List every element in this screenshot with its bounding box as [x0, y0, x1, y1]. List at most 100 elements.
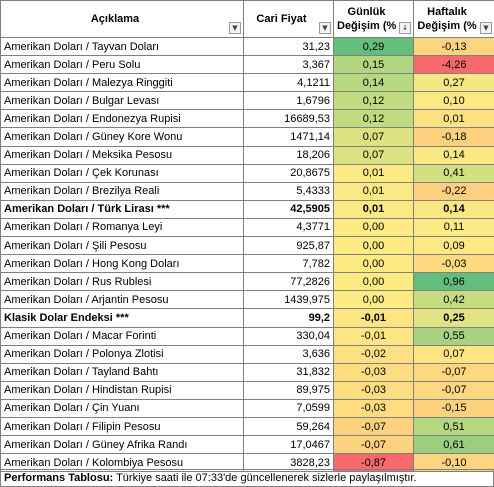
daily-change-cell[interactable]: -0,07 [333, 435, 414, 455]
currency-pair-cell[interactable]: Amerikan Doları / Bulgar Levası [0, 91, 244, 111]
weekly-change-cell[interactable]: 0,42 [413, 290, 494, 310]
daily-change-cell[interactable]: -0,07 [333, 416, 414, 437]
weekly-change-cell[interactable]: 0,07 [413, 344, 494, 364]
price-cell[interactable]: 99,2 [243, 308, 334, 328]
currency-pair-cell[interactable]: Amerikan Doları / Filipin Pesosu [0, 416, 244, 437]
price-cell[interactable]: 1439,975 [243, 290, 334, 310]
weekly-change-cell[interactable]: -0,18 [413, 127, 494, 147]
price-cell[interactable]: 1,6796 [243, 91, 334, 111]
weekly-change-cell[interactable]: 0,51 [413, 416, 494, 437]
currency-pair-cell[interactable]: Amerikan Doları / Malezya Ringgiti [0, 73, 244, 93]
weekly-change-cell[interactable]: 0,09 [413, 236, 494, 256]
currency-pair-cell[interactable]: Amerikan Doları / Macar Forinti [0, 326, 244, 346]
price-cell[interactable]: 17,0467 [243, 435, 334, 455]
currency-pair-cell[interactable]: Amerikan Doları / Hong Kong Doları [0, 254, 244, 274]
daily-change-cell[interactable]: 0,00 [333, 272, 414, 292]
weekly-change-cell[interactable]: 0,25 [413, 308, 494, 328]
currency-pair-cell[interactable]: Amerikan Doları / Rus Rublesi [0, 272, 244, 292]
daily-change-cell[interactable]: 0,12 [333, 91, 414, 111]
currency-pair-cell[interactable]: Klasik Dolar Endeksi *** [0, 308, 244, 328]
daily-change-cell[interactable]: 0,07 [333, 145, 414, 165]
price-cell[interactable]: 5,4333 [243, 181, 334, 201]
daily-change-cell[interactable]: 0,00 [333, 236, 414, 256]
currency-pair-cell[interactable]: Amerikan Doları / Romanya Leyi [0, 217, 244, 238]
daily-change-cell[interactable]: -0,03 [333, 362, 414, 382]
price-cell[interactable]: 18,206 [243, 145, 334, 165]
currency-pair-cell[interactable]: Amerikan Doları / Arjantin Pesosu [0, 290, 244, 310]
weekly-change-cell[interactable]: -0,03 [413, 254, 494, 274]
weekly-change-cell[interactable]: -4,26 [413, 55, 494, 75]
price-cell[interactable]: 42,5905 [243, 199, 334, 219]
price-cell[interactable]: 1471,14 [243, 127, 334, 147]
currency-pair-cell[interactable]: Amerikan Doları / Polonya Zlotisi [0, 344, 244, 364]
weekly-change-cell[interactable]: 0,61 [413, 435, 494, 455]
weekly-change-cell[interactable]: -0,13 [413, 36, 494, 57]
currency-pair-cell[interactable]: Amerikan Doları / Tayvan Doları [0, 36, 244, 57]
daily-change-cell[interactable]: 0,00 [333, 254, 414, 274]
dropdown-arrow-icon[interactable]: ▼ [319, 22, 331, 34]
daily-change-cell[interactable]: 0,12 [333, 109, 414, 129]
currency-pair-cell[interactable]: Amerikan Doları / Endonezya Rupisi [0, 109, 244, 129]
daily-change-cell[interactable]: 0,01 [333, 199, 414, 219]
price-cell[interactable]: 4,1211 [243, 73, 334, 93]
daily-change-cell[interactable]: -0,03 [333, 380, 414, 400]
price-cell[interactable]: 7,0599 [243, 398, 334, 418]
price-cell[interactable]: 89,975 [243, 380, 334, 400]
daily-change-cell[interactable]: 0,29 [333, 36, 414, 57]
price-cell[interactable]: 59,264 [243, 416, 334, 437]
weekly-change-cell[interactable]: 0,27 [413, 73, 494, 93]
weekly-change-cell[interactable]: -0,15 [413, 398, 494, 418]
price-cell[interactable]: 330,04 [243, 326, 334, 346]
price-cell[interactable]: 20,8675 [243, 163, 334, 183]
daily-change-cell[interactable]: -0,01 [333, 326, 414, 346]
daily-change-cell[interactable]: 0,01 [333, 181, 414, 201]
price-cell[interactable]: 3828,23 [243, 453, 334, 473]
currency-pair-cell[interactable]: Amerikan Doları / Türk Lirası *** [0, 199, 244, 219]
currency-pair-cell[interactable]: Amerikan Doları / Peru Solu [0, 55, 244, 75]
sort-descending-icon[interactable]: ↓ [399, 22, 411, 34]
currency-pair-cell[interactable]: Amerikan Doları / Tayland Bahtı [0, 362, 244, 382]
price-cell[interactable]: 4,3771 [243, 217, 334, 238]
daily-change-cell[interactable]: 0,00 [333, 217, 414, 238]
daily-change-cell[interactable]: -0,87 [333, 453, 414, 473]
currency-pair-cell[interactable]: Amerikan Doları / Kolombiya Pesosu [0, 453, 244, 473]
weekly-change-cell[interactable]: 0,14 [413, 145, 494, 165]
weekly-change-cell[interactable]: 0,14 [413, 199, 494, 219]
price-cell[interactable]: 77,2826 [243, 272, 334, 292]
currency-pair-cell[interactable]: Amerikan Doları / Güney Afrika Randı [0, 435, 244, 455]
weekly-change-cell[interactable]: 0,10 [413, 91, 494, 111]
daily-change-cell[interactable]: 0,14 [333, 73, 414, 93]
currency-pair-cell[interactable]: Amerikan Doları / Çek Korunası [0, 163, 244, 183]
weekly-change-cell[interactable]: 0,11 [413, 217, 494, 238]
weekly-change-cell[interactable]: -0,22 [413, 181, 494, 201]
weekly-change-cell[interactable]: 0,55 [413, 326, 494, 346]
daily-change-cell[interactable]: 0,07 [333, 127, 414, 147]
currency-pair-cell[interactable]: Amerikan Doları / Çin Yuanı [0, 398, 244, 418]
currency-pair-cell[interactable]: Amerikan Doları / Güney Kore Wonu [0, 127, 244, 147]
weekly-change-cell[interactable]: 0,41 [413, 163, 494, 183]
weekly-change-cell[interactable]: -0,07 [413, 362, 494, 382]
daily-change-cell[interactable]: -0,03 [333, 398, 414, 418]
price-cell[interactable]: 3,367 [243, 55, 334, 75]
price-cell[interactable]: 16689,53 [243, 109, 334, 129]
daily-change-cell[interactable]: 0,15 [333, 55, 414, 75]
price-cell[interactable]: 31,23 [243, 36, 334, 57]
dropdown-arrow-icon[interactable]: ▼ [229, 22, 241, 34]
currency-pair-cell[interactable]: Amerikan Doları / Brezilya Reali [0, 181, 244, 201]
weekly-change-cell[interactable]: -0,07 [413, 380, 494, 400]
daily-change-cell[interactable]: -0,01 [333, 308, 414, 328]
currency-pair-cell[interactable]: Amerikan Doları / Şili Pesosu [0, 236, 244, 256]
weekly-change-cell[interactable]: 0,01 [413, 109, 494, 129]
daily-change-cell[interactable]: 0,01 [333, 163, 414, 183]
dropdown-arrow-icon[interactable]: ▼ [480, 22, 492, 34]
daily-change-cell[interactable]: -0,02 [333, 344, 414, 364]
price-cell[interactable]: 31,832 [243, 362, 334, 382]
currency-pair-cell[interactable]: Amerikan Doları / Meksika Pesosu [0, 145, 244, 165]
weekly-change-cell[interactable]: 0,96 [413, 272, 494, 292]
weekly-change-cell[interactable]: -0,10 [413, 453, 494, 473]
price-cell[interactable]: 7,782 [243, 254, 334, 274]
daily-change-cell[interactable]: 0,00 [333, 290, 414, 310]
currency-pair-cell[interactable]: Amerikan Doları / Hindistan Rupisi [0, 380, 244, 400]
price-cell[interactable]: 3,636 [243, 344, 334, 364]
price-cell[interactable]: 925,87 [243, 236, 334, 256]
